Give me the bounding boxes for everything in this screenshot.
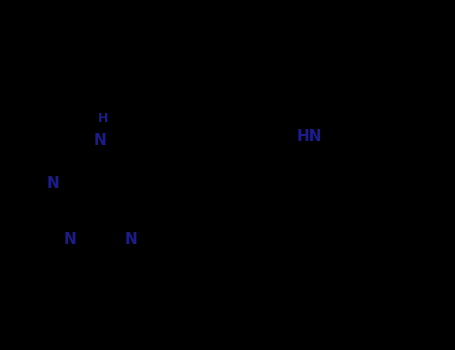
Text: N: N — [64, 232, 77, 247]
Text: N: N — [124, 232, 137, 247]
Text: HN: HN — [297, 129, 322, 144]
Text: N: N — [94, 133, 107, 148]
Text: N: N — [47, 176, 60, 191]
Text: H: H — [97, 112, 108, 125]
